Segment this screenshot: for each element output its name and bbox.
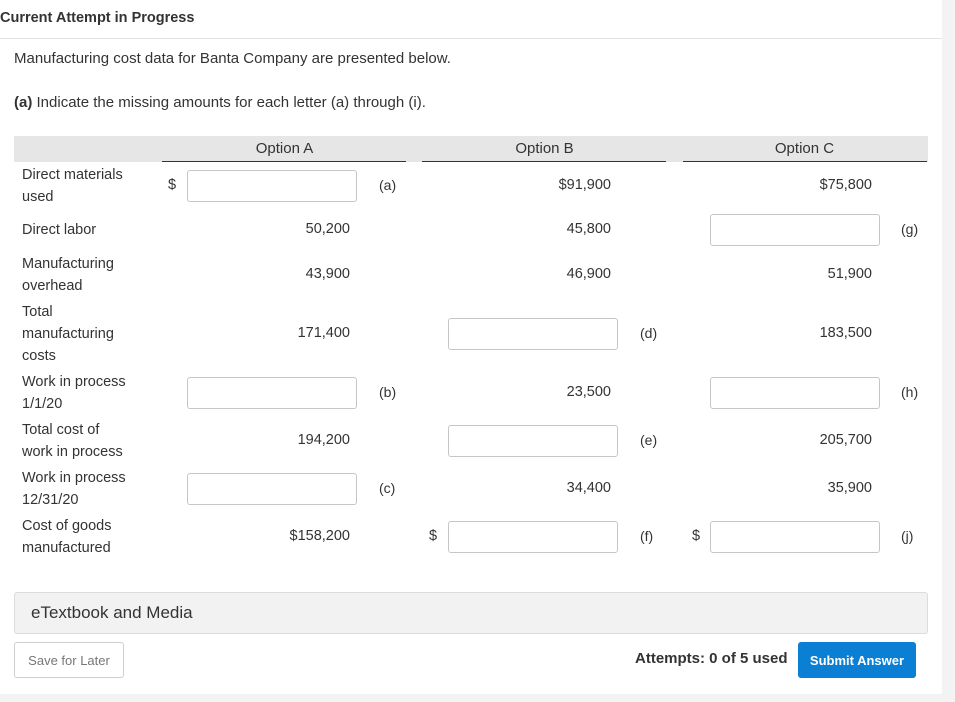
question-panel: Current Attempt in Progress Manufacturin… bbox=[0, 0, 942, 694]
row-label-line: used bbox=[22, 189, 54, 205]
column-header-option-c: Option C bbox=[774, 140, 835, 157]
answer-letter-label: (f) bbox=[640, 528, 654, 544]
cell-value-option-a: 50,200 bbox=[305, 221, 350, 237]
answer-input-option-a[interactable] bbox=[187, 377, 357, 409]
cell-value-option-a: 43,900 bbox=[305, 266, 350, 282]
cell-value-option-a: $158,200 bbox=[289, 528, 350, 544]
row-label: Total manufacturing costs bbox=[22, 301, 114, 367]
column-header-option-a: Option A bbox=[255, 140, 314, 157]
row-label: Direct materials used bbox=[22, 164, 123, 208]
answer-input-option-b[interactable] bbox=[448, 425, 618, 457]
row-label-line: Direct labor bbox=[22, 222, 97, 238]
row-label: Cost of goods manufactured bbox=[22, 515, 111, 559]
row-label-line: Direct materials bbox=[22, 167, 123, 183]
answer-letter-label: (h) bbox=[901, 384, 919, 400]
save-for-later-button[interactable]: Save for Later bbox=[14, 642, 124, 678]
cell-value-option-c: 183,500 bbox=[819, 325, 872, 341]
row-label-line: costs bbox=[22, 348, 56, 364]
answer-input-option-c[interactable] bbox=[710, 377, 880, 409]
column-underline bbox=[683, 161, 927, 162]
cell-value-option-a: 171,400 bbox=[297, 325, 350, 341]
answer-letter-label: (d) bbox=[640, 325, 658, 341]
cell-value-option-b: 45,800 bbox=[566, 221, 611, 237]
question-text: (a) Indicate the missing amounts for eac… bbox=[14, 94, 426, 111]
row-label-line: Manufacturing bbox=[22, 256, 114, 272]
row-label: Direct labor bbox=[22, 219, 96, 241]
row-label: Manufacturing overhead bbox=[22, 253, 114, 297]
answer-input-option-b[interactable] bbox=[448, 318, 618, 350]
row-label-line: manufactured bbox=[22, 540, 111, 556]
cell-value-option-a: 194,200 bbox=[297, 432, 350, 448]
column-header-option-b: Option B bbox=[515, 140, 574, 157]
row-label-line: Total cost of bbox=[22, 422, 100, 438]
cell-value-option-b: 23,500 bbox=[566, 384, 611, 400]
answer-input-option-c[interactable] bbox=[710, 521, 880, 553]
submit-answer-button[interactable]: Submit Answer bbox=[798, 642, 916, 678]
page-title: Current Attempt in Progress bbox=[0, 10, 195, 26]
cell-value-option-b: 34,400 bbox=[566, 480, 611, 496]
dollar-sign: $ bbox=[168, 177, 177, 193]
row-label-line: work in process bbox=[22, 444, 123, 460]
cell-value-option-c: 35,900 bbox=[827, 480, 872, 496]
cell-value-option-c: 205,700 bbox=[819, 432, 872, 448]
question-part: (a) bbox=[14, 94, 33, 111]
answer-letter-label: (b) bbox=[379, 384, 397, 400]
row-label-line: Work in process bbox=[22, 374, 126, 390]
row-label-line: manufacturing bbox=[22, 326, 114, 342]
etextbook-panel[interactable]: eTextbook and Media bbox=[14, 592, 928, 634]
answer-input-option-c[interactable] bbox=[710, 214, 880, 246]
cell-value-option-b: 46,900 bbox=[566, 266, 611, 282]
header-bar: Current Attempt in Progress bbox=[0, 0, 942, 39]
answer-letter-label: (e) bbox=[640, 432, 658, 448]
row-label: Work in process 1/1/20 bbox=[22, 371, 126, 415]
answer-letter-label: (a) bbox=[379, 177, 397, 193]
answer-letter-label: (j) bbox=[901, 528, 914, 544]
column-underline bbox=[422, 161, 666, 162]
cell-value-option-c: $75,800 bbox=[819, 177, 872, 193]
table-header: Option A Option B Option C bbox=[14, 136, 928, 162]
row-label: Total cost of work in process bbox=[22, 419, 123, 463]
answer-letter-label: (g) bbox=[901, 221, 919, 237]
row-label: Work in process 12/31/20 bbox=[22, 467, 126, 511]
row-label-line: Total bbox=[22, 304, 53, 320]
answer-input-option-a[interactable] bbox=[187, 473, 357, 505]
cell-value-option-b: $91,900 bbox=[558, 177, 611, 193]
row-label-line: 12/31/20 bbox=[22, 492, 79, 508]
column-underline bbox=[162, 161, 406, 162]
row-label-line: overhead bbox=[22, 278, 83, 294]
row-label-line: 1/1/20 bbox=[22, 396, 63, 412]
answer-letter-label: (c) bbox=[379, 480, 396, 496]
dollar-sign: $ bbox=[692, 528, 701, 544]
answer-input-option-a[interactable] bbox=[187, 170, 357, 202]
cell-value-option-c: 51,900 bbox=[827, 266, 872, 282]
attempts-counter: Attempts: 0 of 5 used bbox=[635, 650, 788, 667]
etextbook-label: eTextbook and Media bbox=[31, 603, 193, 622]
intro-text: Manufacturing cost data for Banta Compan… bbox=[14, 50, 451, 67]
row-label-line: Cost of goods bbox=[22, 518, 112, 534]
answer-input-option-b[interactable] bbox=[448, 521, 618, 553]
dollar-sign: $ bbox=[429, 528, 438, 544]
row-label-line: Work in process bbox=[22, 470, 126, 486]
question-body: Indicate the missing amounts for each le… bbox=[36, 94, 426, 111]
